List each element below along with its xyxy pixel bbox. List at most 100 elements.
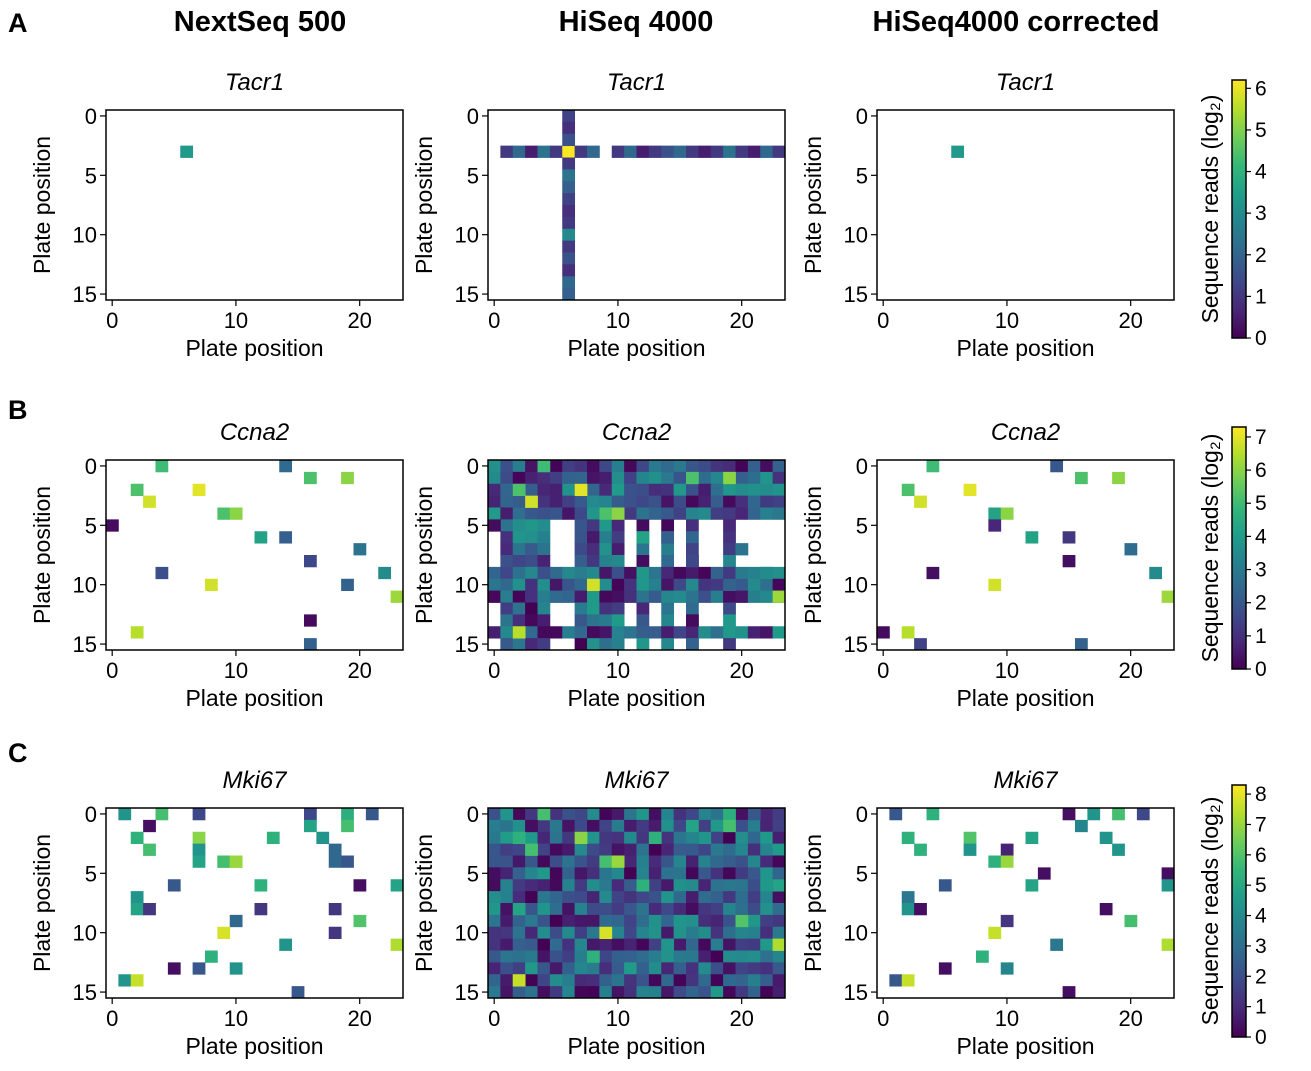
heatmap-bg-cell (710, 891, 724, 904)
heatmap-cell (155, 808, 169, 821)
heatmap-bg-cell (611, 891, 625, 904)
heatmap-bg-cell (698, 808, 712, 821)
heatmap-cell (390, 879, 404, 892)
heatmap-bg-cell (648, 867, 662, 880)
heatmap-bg-cell (512, 555, 526, 568)
heatmap-bg-cell (611, 614, 625, 627)
heatmap-cell (1050, 460, 1064, 473)
heatmap-bg-cell (648, 926, 662, 940)
heatmap-bg-cell (698, 986, 712, 999)
heatmap-bg-cell (587, 483, 600, 497)
heatmap-bg-cell (549, 950, 563, 963)
heatmap-bg-cell (512, 519, 526, 532)
heatmap-bg-cell (488, 590, 501, 603)
heatmap-cell (488, 519, 501, 532)
heatmap-cell (106, 519, 119, 532)
heatmap-bg-cell (587, 614, 600, 627)
heatmap-cell (304, 808, 317, 821)
heatmap-bg-cell (624, 962, 637, 975)
heatmap-bg-cell (760, 590, 774, 603)
x-tick-label: 10 (606, 1006, 630, 1031)
heatmap-cell (192, 483, 206, 497)
x-tick-label: 10 (224, 658, 248, 683)
heatmap-bg-cell (537, 855, 551, 868)
heatmap-bg-cell (760, 950, 774, 963)
heatmap-bg-cell (698, 938, 712, 951)
heatmap-cell (926, 566, 940, 580)
heatmap-bg-cell (648, 566, 662, 580)
heatmap-cell (1161, 879, 1175, 892)
heatmap-bg-cell (673, 566, 687, 580)
heatmap-bg-cell (747, 590, 761, 603)
heatmap-bg-cell (525, 626, 538, 639)
heatmap-bg-cell (599, 986, 613, 999)
heatmap-cell (304, 471, 317, 485)
heatmap-bg-cell (673, 626, 687, 639)
y-tick-label: 10 (73, 573, 97, 598)
heatmap-bg-cell (735, 843, 749, 856)
heatmap-bg-cell (661, 555, 675, 568)
y-tick-label: 5 (856, 163, 868, 188)
heatmap-bg-cell (747, 566, 761, 580)
heatmap-b-3: Ccna2 0 10 20 0 5 10 15 Plate position Plate posi… (800, 419, 1175, 711)
colorbar-tick-label: 2 (1255, 244, 1267, 267)
heatmap-a-3: Tacr1 0 10 20 0 5 10 15 Plate position Plate posi… (800, 69, 1175, 361)
heatmap-bg-cell (673, 495, 687, 508)
y-tick-label: 10 (73, 223, 97, 248)
x-tick-label: 10 (995, 1006, 1019, 1031)
heatmap-bg-cell (747, 938, 761, 951)
heatmap-bg-cell (624, 891, 637, 904)
heatmap-bg-cell (661, 808, 675, 821)
heatmap-cell (537, 460, 551, 473)
colorbar-bar (1231, 784, 1247, 1038)
heatmap-bg-cell (562, 808, 576, 821)
heatmap-bg-cell (624, 867, 637, 880)
heatmap-bg-cell (673, 460, 687, 473)
heatmap-bg-cell (611, 460, 625, 473)
heatmap-bg-cell (661, 819, 675, 833)
heatmap-bg-cell (772, 855, 786, 868)
heatmap-cell (938, 879, 952, 892)
heatmap-bg-cell (710, 914, 724, 928)
heatmap-bg-cell (735, 831, 749, 845)
heatmap-bg-cell (587, 986, 600, 999)
heatmap-bg-cell (636, 819, 650, 833)
heatmap-cell (143, 903, 156, 916)
y-tick-label: 5 (856, 513, 868, 538)
heatmap-cell (130, 483, 144, 497)
heatmap-cell (512, 831, 526, 845)
heatmap-bg-cell (587, 831, 600, 845)
heatmap-bg-cell (723, 483, 736, 497)
heatmap-bg-cell (686, 867, 699, 880)
colorbar-tick-label: 5 (1255, 492, 1267, 515)
heatmap-bg-cell (760, 962, 774, 975)
heatmap-bg-cell (710, 926, 724, 940)
heatmap-bg-cell (611, 831, 625, 845)
heatmap-bg-cell (760, 855, 774, 868)
heatmap-bg-cell (611, 590, 625, 603)
heatmap-bg-cell (747, 986, 761, 999)
heatmap-cell (525, 145, 538, 158)
colorbar-tick-label: 4 (1255, 525, 1267, 548)
heatmap-bg-cell (661, 867, 675, 880)
heatmap-bg-cell (648, 891, 662, 904)
heatmap-bg-cell (599, 566, 613, 580)
x-tick-label: 10 (995, 658, 1019, 683)
heatmap-cell (1161, 938, 1175, 951)
heatmap-bg-cell (661, 879, 675, 892)
heatmap-bg-cell (549, 566, 563, 580)
heatmap-bg-cell (512, 460, 526, 473)
x-tick-label: 10 (606, 658, 630, 683)
heatmap-cell (205, 578, 218, 592)
heatmap-bg-cell (525, 460, 538, 473)
heatmap-bg-cell (636, 460, 650, 473)
heatmap-bg-cell (549, 460, 563, 473)
heatmap-cell (1075, 819, 1088, 833)
heatmap-bg-cell (624, 507, 637, 520)
heatmap-bg-cell (723, 855, 736, 868)
x-tick-label: 20 (1118, 308, 1142, 333)
heatmap-bg-cell (747, 903, 761, 916)
heatmap-bg-cell (611, 819, 625, 833)
heatmap-cell (1161, 590, 1175, 603)
heatmap-bg-cell (661, 602, 675, 615)
